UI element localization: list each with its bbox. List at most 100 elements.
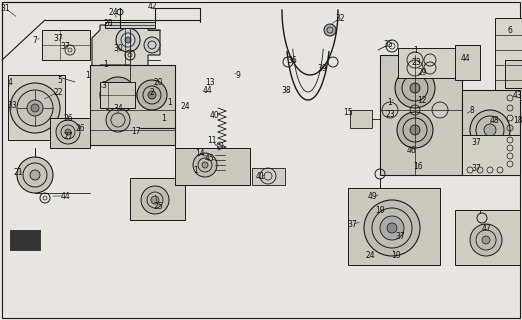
Circle shape xyxy=(410,125,420,135)
Text: 35: 35 xyxy=(383,39,393,49)
Polygon shape xyxy=(42,30,90,60)
Circle shape xyxy=(151,196,159,204)
Text: 21: 21 xyxy=(13,167,23,177)
Text: 23: 23 xyxy=(385,109,395,118)
Circle shape xyxy=(30,170,40,180)
Circle shape xyxy=(65,129,71,135)
Text: 36: 36 xyxy=(287,55,297,65)
Text: 43: 43 xyxy=(513,91,522,100)
Text: 29: 29 xyxy=(417,68,427,76)
Text: 45: 45 xyxy=(205,154,215,163)
Text: 24: 24 xyxy=(108,7,118,17)
Text: 1: 1 xyxy=(413,45,418,54)
Polygon shape xyxy=(350,110,372,128)
Polygon shape xyxy=(495,18,522,100)
Text: 1: 1 xyxy=(86,70,90,79)
Polygon shape xyxy=(252,168,285,185)
Text: 38: 38 xyxy=(281,85,291,94)
Polygon shape xyxy=(50,118,90,148)
Circle shape xyxy=(125,37,131,43)
Text: 24: 24 xyxy=(365,251,375,260)
Polygon shape xyxy=(92,25,160,80)
Text: 37: 37 xyxy=(53,34,63,43)
Text: 37: 37 xyxy=(347,220,357,228)
Circle shape xyxy=(116,28,140,52)
Text: 14: 14 xyxy=(195,148,205,157)
Circle shape xyxy=(27,100,43,116)
Text: 3: 3 xyxy=(102,81,106,90)
Polygon shape xyxy=(455,45,480,80)
Circle shape xyxy=(395,68,435,108)
Polygon shape xyxy=(10,230,40,250)
Text: 46: 46 xyxy=(407,146,417,155)
Polygon shape xyxy=(398,48,455,78)
Text: 26: 26 xyxy=(63,114,73,123)
Circle shape xyxy=(387,223,397,233)
Text: 40: 40 xyxy=(210,110,220,119)
Text: 15: 15 xyxy=(343,108,353,116)
Text: 8: 8 xyxy=(470,106,474,115)
Text: 42: 42 xyxy=(147,2,157,11)
Text: 16: 16 xyxy=(413,162,423,171)
Circle shape xyxy=(56,120,80,144)
Polygon shape xyxy=(462,90,520,175)
Circle shape xyxy=(484,124,496,136)
Text: 9: 9 xyxy=(235,70,241,79)
Text: 22: 22 xyxy=(53,87,63,97)
Circle shape xyxy=(141,186,169,214)
Text: 48: 48 xyxy=(489,116,499,124)
Text: 1: 1 xyxy=(162,114,167,123)
Polygon shape xyxy=(8,75,65,140)
Polygon shape xyxy=(90,65,175,145)
Circle shape xyxy=(410,83,420,93)
Text: 31: 31 xyxy=(0,4,10,12)
Circle shape xyxy=(364,200,420,256)
Text: 30: 30 xyxy=(113,44,123,52)
Circle shape xyxy=(31,104,39,112)
Text: 19: 19 xyxy=(375,205,385,214)
Text: 49: 49 xyxy=(368,191,378,201)
Text: 37: 37 xyxy=(471,138,481,147)
Text: 2: 2 xyxy=(150,87,155,97)
Text: 44: 44 xyxy=(203,85,213,94)
Text: 28: 28 xyxy=(103,19,113,28)
Circle shape xyxy=(202,162,208,168)
Circle shape xyxy=(397,112,433,148)
Circle shape xyxy=(10,83,60,133)
Polygon shape xyxy=(380,55,462,175)
Text: 6: 6 xyxy=(507,26,513,35)
Polygon shape xyxy=(505,60,522,88)
Circle shape xyxy=(482,236,490,244)
Text: 11: 11 xyxy=(207,135,217,145)
Text: 39: 39 xyxy=(317,63,327,73)
Text: 47: 47 xyxy=(482,223,492,233)
Text: 37: 37 xyxy=(395,231,405,241)
Text: 1: 1 xyxy=(168,98,172,107)
Text: 41: 41 xyxy=(255,172,265,180)
Circle shape xyxy=(380,216,404,240)
Text: 34: 34 xyxy=(113,103,123,113)
Circle shape xyxy=(144,37,160,53)
Text: 5: 5 xyxy=(57,76,63,84)
Text: 12: 12 xyxy=(417,95,427,105)
Circle shape xyxy=(106,108,130,132)
Text: 33: 33 xyxy=(7,100,17,109)
Circle shape xyxy=(113,90,123,100)
Polygon shape xyxy=(175,148,250,185)
Text: 24: 24 xyxy=(180,101,190,110)
Polygon shape xyxy=(348,188,440,265)
Text: 37: 37 xyxy=(60,42,70,51)
Text: 20: 20 xyxy=(153,77,163,86)
Text: 37: 37 xyxy=(471,164,481,172)
Text: 18: 18 xyxy=(513,116,522,124)
Text: 1: 1 xyxy=(104,60,109,68)
Text: 23: 23 xyxy=(411,58,421,67)
Circle shape xyxy=(100,77,136,113)
Text: 13: 13 xyxy=(205,77,215,86)
Text: 7: 7 xyxy=(32,36,38,44)
Circle shape xyxy=(137,80,167,110)
Circle shape xyxy=(470,224,502,256)
Polygon shape xyxy=(455,210,520,265)
Circle shape xyxy=(324,24,336,36)
Text: 44: 44 xyxy=(461,53,471,62)
